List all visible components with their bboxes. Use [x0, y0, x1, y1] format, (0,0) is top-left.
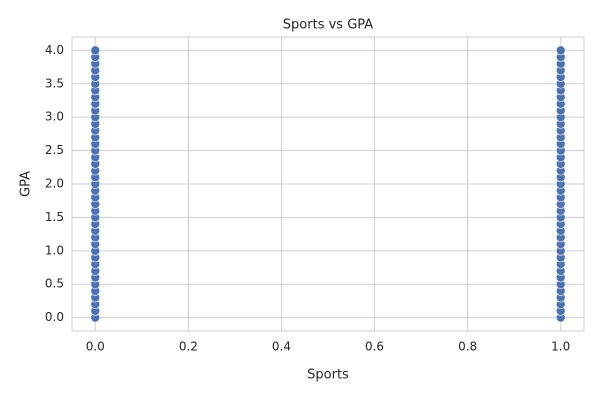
x-tick-label: 0.0 [86, 340, 105, 354]
x-tick-label: 0.6 [365, 340, 384, 354]
y-tick-label: 0.5 [45, 277, 64, 291]
y-tick-label: 4.0 [45, 43, 64, 57]
x-tick-label: 0.4 [272, 340, 291, 354]
x-tick-label: 0.8 [458, 340, 477, 354]
y-tick-label: 3.5 [45, 76, 64, 90]
y-tick-label: 1.5 [45, 210, 64, 224]
point [90, 45, 101, 56]
x-tick-label: 1.0 [551, 340, 570, 354]
y-tick-label: 2.0 [45, 177, 64, 191]
y-tick-label: 0.0 [45, 310, 64, 324]
y-axis-label: GPA [19, 171, 34, 197]
y-tick-label: 3.0 [45, 110, 64, 124]
x-axis-label: Sports [307, 368, 349, 383]
y-tick-label: 1.0 [45, 243, 64, 257]
y-tick-label: 2.5 [45, 143, 64, 157]
chart-title: Sports vs GPA [283, 18, 373, 33]
x-tick-label: 0.2 [179, 340, 198, 354]
point [555, 45, 566, 56]
